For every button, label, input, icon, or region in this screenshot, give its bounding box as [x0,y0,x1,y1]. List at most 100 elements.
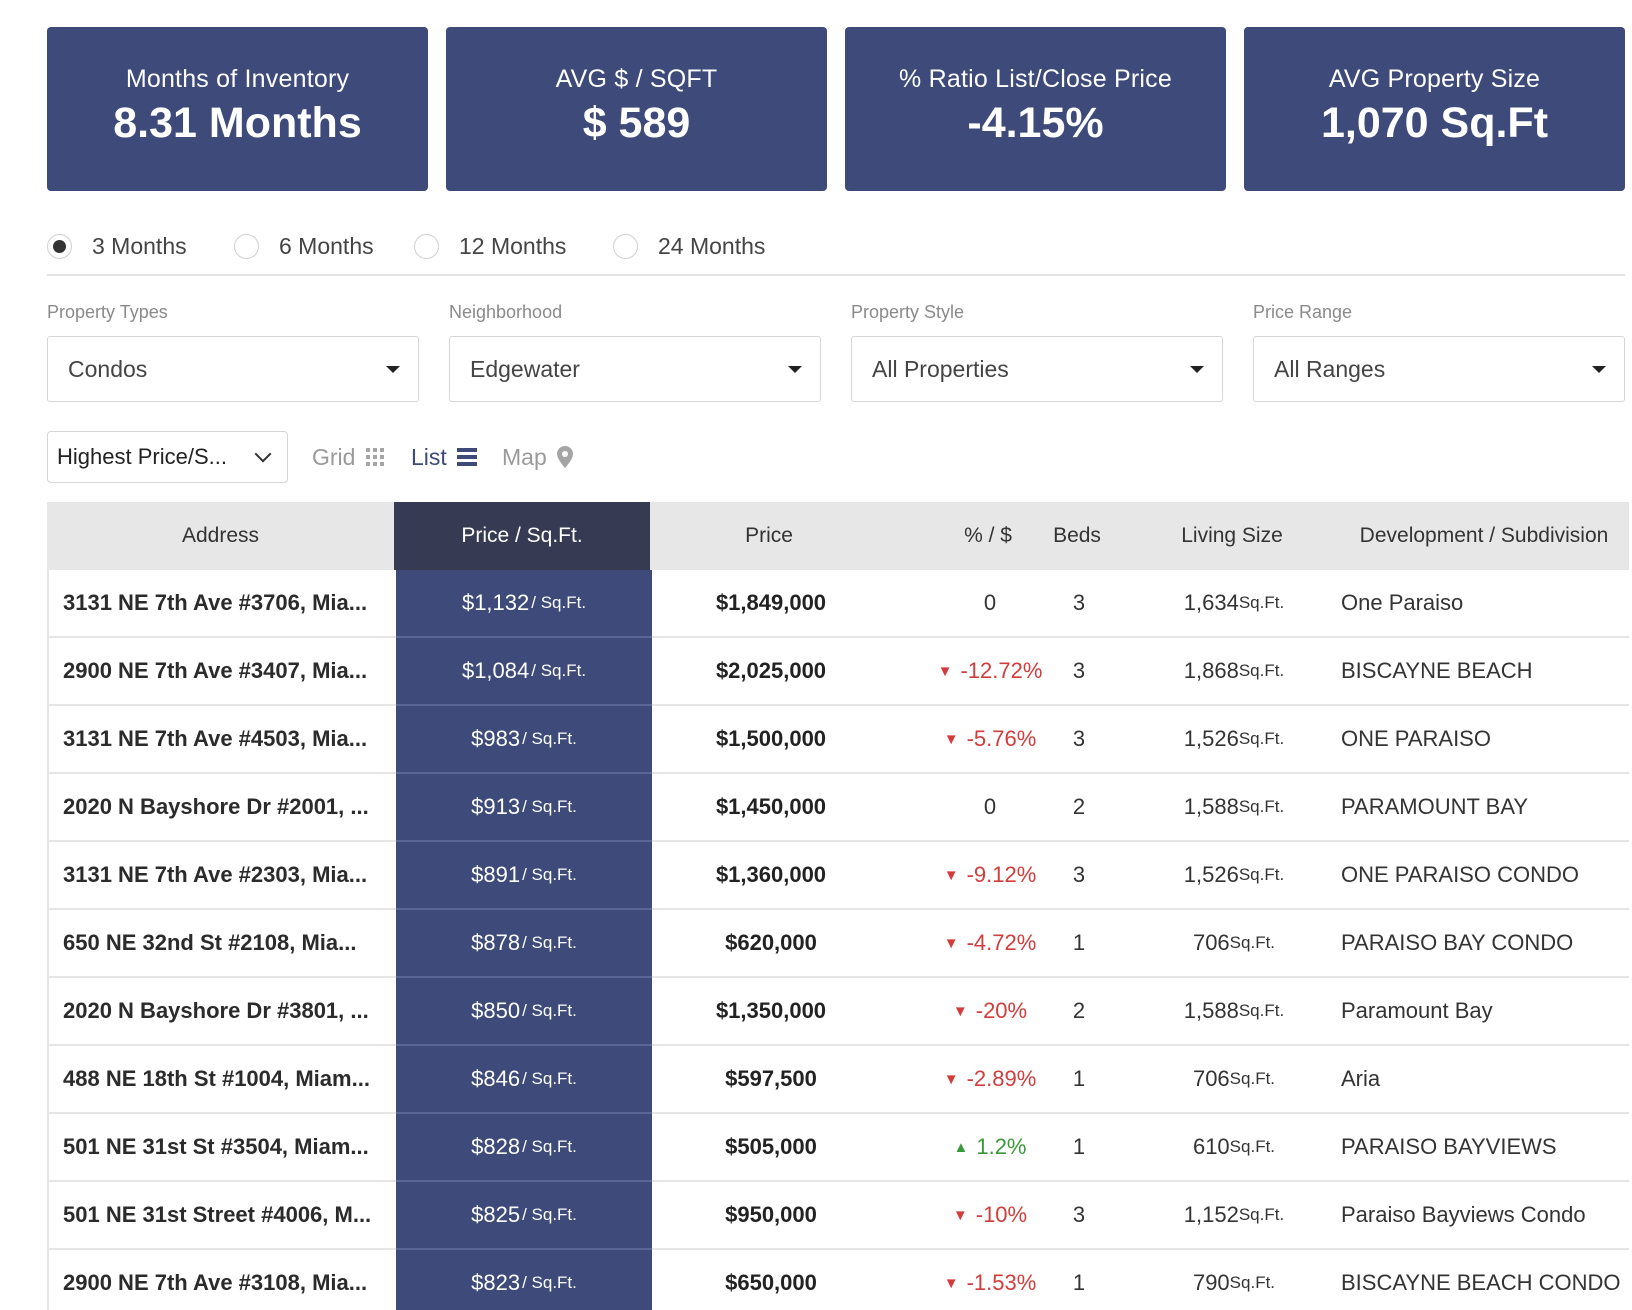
percent-change-cell: ▼ -5.76% [895,706,1085,772]
table-row[interactable]: 488 NE 18th St #1004, Miam... $846/ Sq.Ft… [47,1046,1629,1114]
development-cell: BISCAYNE BEACH [1341,658,1533,683]
percent-change-value: 0 [983,794,997,819]
grid-icon [365,447,385,467]
property-types-select[interactable]: Condos [47,336,419,402]
stat-value: $ 589 [582,99,691,147]
column-header-price[interactable]: Price [745,524,793,547]
column-header-price-per-sqft[interactable]: Price / Sq.Ft. [394,502,650,570]
stat-label: AVG Property Size [1328,65,1541,93]
percent-change-cell: ▼ -1.53% [895,1250,1085,1310]
unit-label: / Sq.Ft. [531,593,587,612]
chevron-down-icon [254,445,272,462]
beds-cell: 3 [1072,658,1086,683]
unit-label: Sq.Ft. [1238,865,1285,884]
column-header-living-size[interactable]: Living Size [1181,524,1283,547]
living-size-value: 1,588 [1183,794,1239,819]
neighborhood-select[interactable]: Edgewater [449,336,821,402]
unit-label: / Sq.Ft. [522,1137,577,1156]
price-per-sqft-value: $846 [471,1066,521,1091]
living-size-value: 1,526 [1183,862,1239,887]
arrow-down-icon: ▼ [943,1070,959,1088]
unit-label: / Sq.Ft. [522,1069,577,1088]
price-per-sqft-cell: $1,084/ Sq.Ft. [396,638,652,706]
percent-change-value: 0 [983,590,997,615]
table-row[interactable]: 650 NE 32nd St #2108, Mia... $878/ Sq.Ft.… [47,910,1629,978]
arrow-down-icon: ▼ [952,1002,968,1020]
price-per-sqft-value: $828 [471,1134,521,1159]
unit-label: Sq.Ft. [1238,661,1285,680]
unit-label: Sq.Ft. [1229,1273,1276,1292]
select-value: All Properties [872,355,1009,382]
view-map-button[interactable]: Map [502,441,573,473]
column-header-address[interactable]: Address [181,524,260,547]
table-row[interactable]: 2020 N Bayshore Dr #2001, ... $913/ Sq.Ft… [47,774,1629,842]
address-cell[interactable]: 488 NE 18th St #1004, Miam... [63,1066,370,1091]
price-cell: $950,000 [725,1202,817,1227]
living-size-cell: 706 Sq.Ft. [1149,910,1319,976]
beds-cell: 1 [1072,930,1086,955]
percent-change-value: -10% [975,1202,1028,1227]
table-row[interactable]: 2020 N Bayshore Dr #3801, ... $850/ Sq.Ft… [47,978,1629,1046]
stat-value: 1,070 Sq.Ft [1320,99,1549,147]
living-size-cell: 1,588 Sq.Ft. [1149,978,1319,1044]
filter-property-types: Property Types Condos [47,302,419,402]
address-cell[interactable]: 3131 NE 7th Ave #2303, Mia... [63,862,368,887]
price-per-sqft-cell: $825/ Sq.Ft. [396,1182,652,1250]
development-cell: ONE PARAISO [1341,726,1491,751]
percent-change-value: -1.53% [966,1270,1037,1295]
table-row[interactable]: 3131 NE 7th Ave #4503, Mia... $983/ Sq.Ft… [47,706,1629,774]
stat-card-ratio: % Ratio List/Close Price -4.15% [845,27,1226,191]
column-header-development[interactable]: Development / Subdivision [1359,524,1609,547]
table-row[interactable]: 2900 NE 7th Ave #3108, Mia... $823/ Sq.Ft… [47,1250,1629,1310]
stats-bar: Months of Inventory 8.31 Months AVG $ / … [47,27,1625,191]
unit-label: Sq.Ft. [1229,1069,1276,1088]
table-row[interactable]: 3131 NE 7th Ave #3706, Mia... $1,132/ Sq.… [47,570,1629,638]
living-size-value: 1,588 [1183,998,1239,1023]
development-cell: Aria [1341,1066,1381,1091]
address-cell[interactable]: 3131 NE 7th Ave #3706, Mia... [63,590,368,615]
address-cell[interactable]: 3131 NE 7th Ave #4503, Mia... [63,726,368,751]
radio-button[interactable] [613,233,638,259]
price-cell: $650,000 [725,1270,817,1295]
address-cell[interactable]: 650 NE 32nd St #2108, Mia... [63,930,357,955]
living-size-value: 706 [1192,1066,1230,1091]
price-per-sqft-value: $891 [471,862,521,887]
period-option-6-months[interactable]: 6 Months [234,228,374,264]
column-header-beds[interactable]: Beds [1053,524,1101,547]
period-option-12-months[interactable]: 12 Months [414,228,566,264]
column-header-percent[interactable]: % / $ [964,524,1012,547]
table-row[interactable]: 501 NE 31st Street #4006, M... $825/ Sq.F… [47,1182,1629,1250]
view-list-button[interactable]: List [411,441,477,473]
beds-cell: 3 [1072,726,1086,751]
period-label: 24 Months [658,232,766,259]
table-row[interactable]: 3131 NE 7th Ave #2303, Mia... $891/ Sq.Ft… [47,842,1629,910]
unit-label: / Sq.Ft. [522,729,577,748]
unit-label: Sq.Ft. [1238,1001,1285,1020]
period-option-3-months[interactable]: 3 Months [47,228,187,264]
property-style-select[interactable]: All Properties [851,336,1223,402]
radio-button[interactable] [234,233,259,259]
development-cell: Paramount Bay [1341,998,1493,1023]
living-size-value: 610 [1192,1134,1230,1159]
price-range-select[interactable]: All Ranges [1253,336,1625,402]
view-grid-button[interactable]: Grid [312,441,385,473]
stat-card-avg-size: AVG Property Size 1,070 Sq.Ft [1244,27,1625,191]
select-value: Condos [68,355,148,382]
price-per-sqft-value: $983 [471,726,521,751]
address-cell[interactable]: 501 NE 31st St #3504, Miam... [63,1134,369,1159]
price-per-sqft-value: $878 [471,930,521,955]
address-cell[interactable]: 2020 N Bayshore Dr #2001, ... [63,794,369,819]
address-cell[interactable]: 2900 NE 7th Ave #3108, Mia... [63,1270,368,1295]
address-cell[interactable]: 501 NE 31st Street #4006, M... [63,1202,372,1227]
table-row[interactable]: 2900 NE 7th Ave #3407, Mia... $1,084/ Sq.… [47,638,1629,706]
address-cell[interactable]: 2020 N Bayshore Dr #3801, ... [63,998,369,1023]
table-body: 3131 NE 7th Ave #3706, Mia... $1,132/ Sq.… [47,570,1629,1310]
caret-down-icon [1592,365,1606,373]
percent-change-value: -2.89% [966,1066,1037,1091]
table-row[interactable]: 501 NE 31st St #3504, Miam... $828/ Sq.Ft… [47,1114,1629,1182]
address-cell[interactable]: 2900 NE 7th Ave #3407, Mia... [63,658,368,683]
radio-button[interactable] [47,233,72,259]
radio-button[interactable] [414,233,439,259]
period-option-24-months[interactable]: 24 Months [613,228,765,264]
sort-select[interactable]: Highest Price/S... [47,431,288,483]
